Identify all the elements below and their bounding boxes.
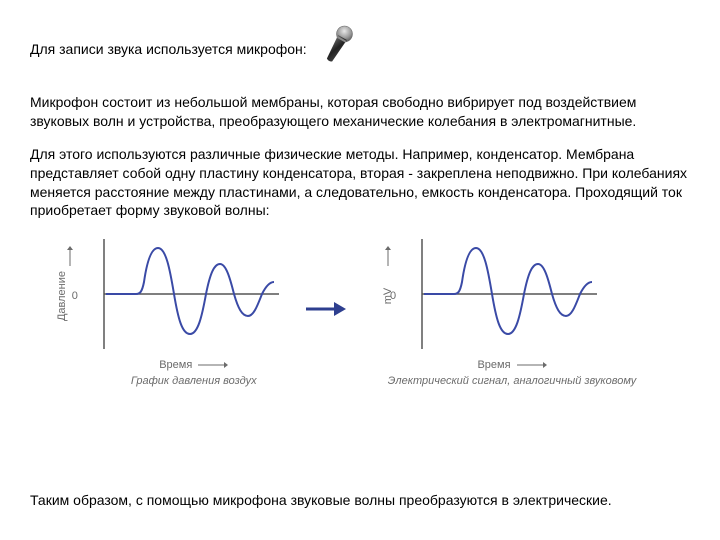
left-x-label-row: Время: [159, 359, 228, 371]
paragraph-1: Микрофон состоит из небольшой мембраны, …: [30, 93, 690, 131]
conclusion-text: Таким образом, с помощью микрофона звуко…: [30, 491, 690, 510]
right-zero-label: 0: [390, 290, 396, 302]
left-y-label: Давление: [56, 271, 68, 321]
transform-arrow-icon: [304, 299, 348, 322]
right-arrow-icon: [517, 361, 547, 369]
right-caption: Электрический сигнал, аналогичный звуков…: [388, 375, 637, 387]
pressure-wave-path: [106, 248, 274, 334]
paragraph-2: Для этого используются различные физичес…: [30, 145, 690, 221]
right-x-label-row: Время: [477, 359, 546, 371]
left-x-label: Время: [159, 359, 192, 371]
electrical-wave-path: [424, 248, 592, 334]
electrical-wave-svg: [402, 234, 602, 354]
right-y-arrow-icon: [380, 246, 396, 266]
charts-row: Давление 0 Время График давления воздух: [30, 234, 690, 387]
left-caption: График давления воздух: [131, 375, 257, 387]
right-x-label: Время: [477, 359, 510, 371]
left-y-arrow-icon: [62, 246, 78, 266]
intro-row: Для записи звука используется микрофон:: [30, 22, 690, 75]
pressure-chart: Давление 0 Время График давления воздух: [84, 234, 284, 387]
pressure-wave-svg: [84, 234, 284, 354]
right-arrow-icon: [198, 361, 228, 369]
electrical-chart: mV 0 Время Электрический сигнал, аналоги…: [368, 234, 637, 387]
left-zero-label: 0: [72, 290, 78, 302]
microphone-icon: [317, 22, 357, 75]
intro-text: Для записи звука используется микрофон:: [30, 41, 307, 57]
